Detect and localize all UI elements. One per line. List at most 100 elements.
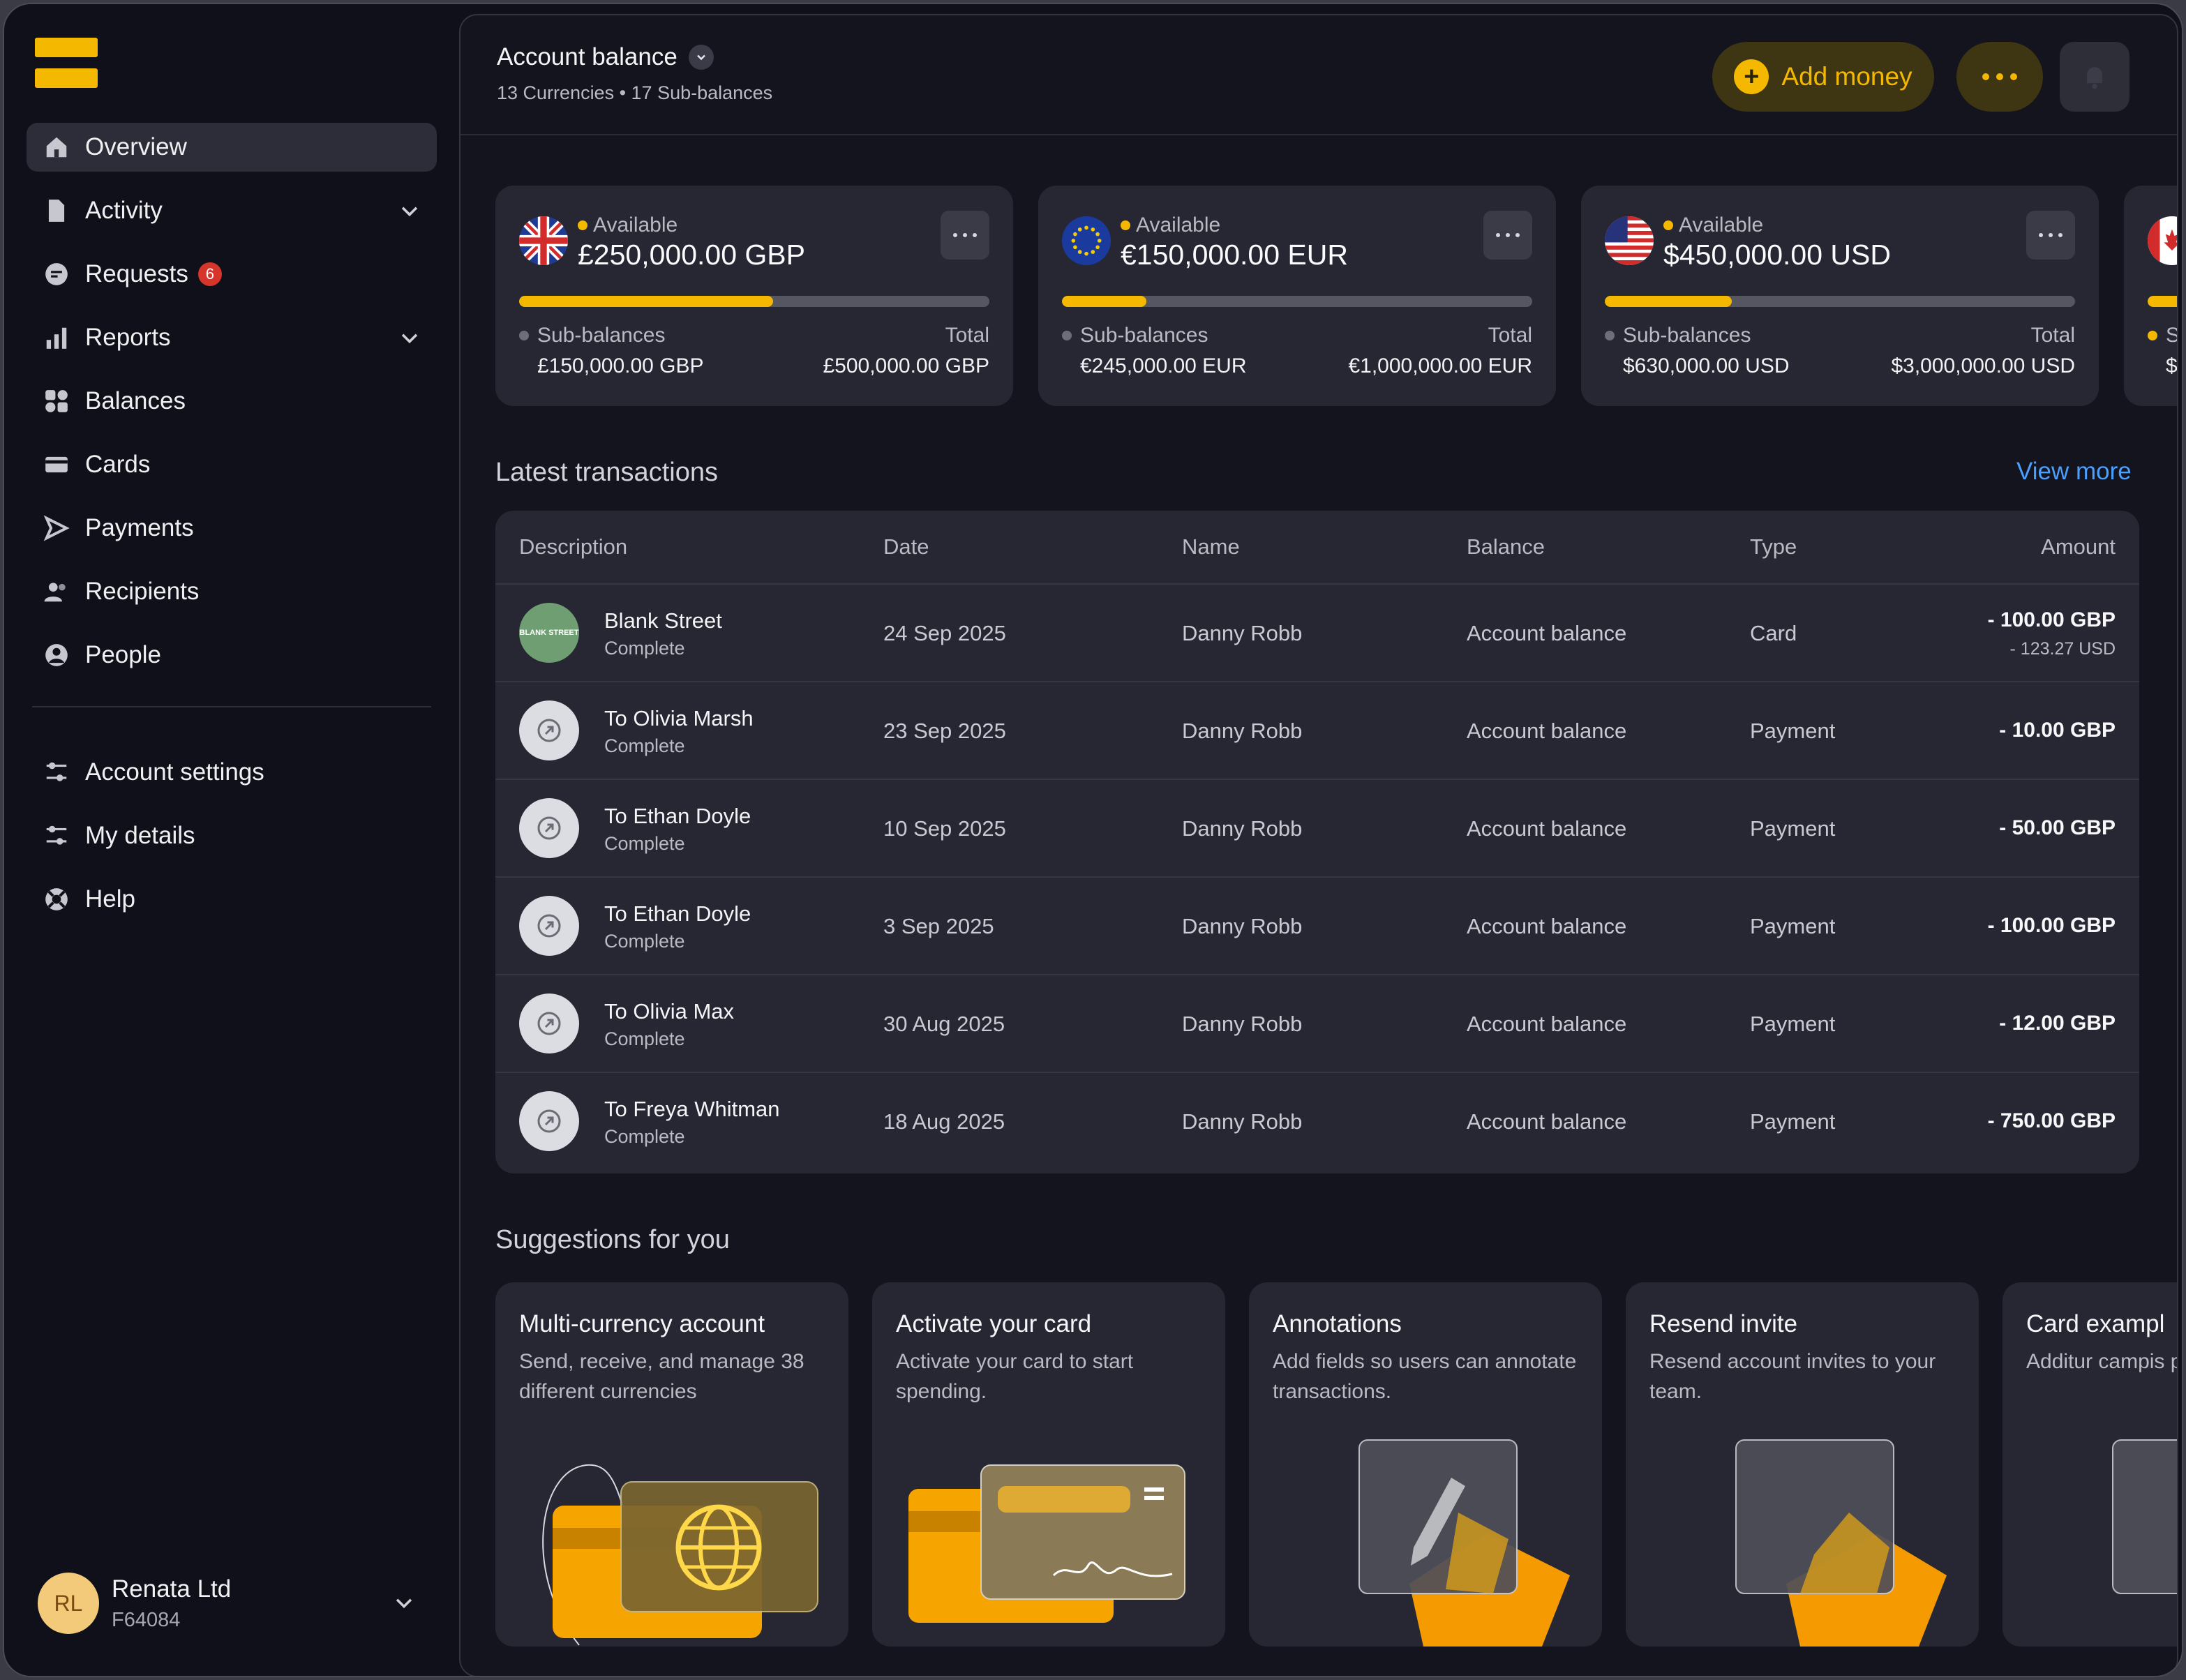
sidebar-item-balances[interactable]: Balances	[27, 377, 437, 426]
tx-type: Card	[1750, 621, 1797, 645]
sidebar-item-label: Recipients	[85, 578, 200, 605]
available-label: Available	[1663, 213, 1763, 237]
tx-date: 30 Aug 2025	[883, 1012, 1005, 1036]
table-row[interactable]: To Freya Whitman Complete 18 Aug 2025 Da…	[495, 1073, 2139, 1169]
payments-icon	[43, 515, 70, 541]
suggestion-card-activate[interactable]: Activate your card Activate your card to…	[872, 1282, 1225, 1647]
tx-amount: - 100.00 GBP	[1987, 608, 2116, 631]
suggestion-card-resend-invite[interactable]: Resend invite Resend account invites to …	[1626, 1282, 1979, 1647]
suggestion-description: Add fields so users can annotate transac…	[1273, 1350, 1577, 1403]
add-money-button[interactable]: + Add money	[1712, 42, 1934, 112]
total-value: £500,000.00 GBP	[823, 354, 989, 377]
account-switcher[interactable]: RL Renata Ltd F64084	[38, 1571, 428, 1635]
table-row[interactable]: BLANK STREET Blank Street Complete 24 Se…	[495, 585, 2139, 682]
chevron-down-icon[interactable]	[392, 1591, 416, 1614]
column-header[interactable]: Balance	[1467, 534, 1545, 559]
tx-balance: Account balance	[1467, 621, 1627, 645]
balance-card-gbp[interactable]: Available £250,000.00 GBP Sub-balances £…	[495, 186, 1013, 406]
available-label: Available	[578, 213, 677, 237]
sliders-icon	[43, 823, 70, 849]
sidebar-item-cards[interactable]: Cards	[27, 440, 437, 489]
reports-icon	[43, 324, 70, 351]
table-row[interactable]: To Olivia Marsh Complete 23 Sep 2025 Dan…	[495, 682, 2139, 780]
sidebar-item-people[interactable]: People	[27, 631, 437, 680]
tx-status: Complete	[604, 1028, 685, 1049]
balance-progress	[2148, 296, 2177, 307]
chevron-down-icon[interactable]	[398, 326, 421, 350]
page-subtitle: 13 Currencies • 17 Sub-balances	[497, 82, 773, 103]
ca-flag-icon	[2148, 216, 2177, 265]
table-row[interactable]: To Ethan Doyle Complete 3 Sep 2025 Danny…	[495, 878, 2139, 975]
app-window: Overview Activity Requests 6 R	[3, 3, 2183, 1677]
tx-balance: Account balance	[1467, 1012, 1627, 1036]
tx-date: 23 Sep 2025	[883, 719, 1006, 743]
balance-card-cad[interactable]: S S $	[2124, 186, 2177, 406]
tx-name: Danny Robb	[1182, 1109, 1303, 1134]
tx-status: Complete	[604, 638, 685, 659]
activity-icon	[43, 197, 70, 224]
balance-progress	[519, 296, 989, 307]
view-more-link[interactable]: View more	[2016, 458, 2132, 485]
sub-balances-value: $	[2166, 354, 2177, 377]
suggestion-card-multi-currency[interactable]: Multi-currency account Send, receive, an…	[495, 1282, 848, 1647]
brand-logo[interactable]	[35, 38, 98, 88]
main-panel: Account balance 13 Currencies • 17 Sub-b…	[459, 14, 2178, 1676]
tx-status: Complete	[604, 735, 685, 756]
tx-name: Danny Robb	[1182, 816, 1303, 841]
sidebar-item-recipients[interactable]: Recipients	[27, 567, 437, 616]
sidebar-item-label: My details	[85, 822, 195, 849]
suggestion-title: Multi-currency account	[519, 1310, 765, 1337]
sidebar-item-requests[interactable]: Requests 6	[27, 250, 437, 299]
tx-type: Payment	[1750, 719, 1836, 743]
tx-date: 3 Sep 2025	[883, 914, 994, 938]
tx-date: 10 Sep 2025	[883, 816, 1006, 841]
sidebar-item-account-settings[interactable]: Account settings	[27, 748, 437, 797]
tx-type: Payment	[1750, 914, 1836, 938]
sidebar-item-my-details[interactable]: My details	[27, 811, 437, 860]
suggestion-description: Resend account invites to your team.	[1649, 1350, 1936, 1403]
tx-balance: Account balance	[1467, 914, 1627, 938]
progress-fill	[1605, 296, 1732, 307]
card-menu-button[interactable]	[1483, 211, 1532, 260]
sidebar-item-reports[interactable]: Reports	[27, 313, 437, 362]
dot	[2010, 73, 2017, 80]
column-header[interactable]: Date	[883, 534, 929, 559]
chevron-down-icon[interactable]	[398, 199, 421, 223]
tx-amount: - 12.00 GBP	[1999, 1012, 2116, 1035]
tx-type: Payment	[1750, 816, 1836, 841]
table-row[interactable]: To Olivia Max Complete 30 Aug 2025 Danny…	[495, 975, 2139, 1073]
sub-balances-value: $630,000.00 USD	[1623, 354, 1790, 377]
sidebar-item-payments[interactable]: Payments	[27, 504, 437, 553]
balance-selector[interactable]: Account balance	[497, 43, 714, 71]
recipients-icon	[43, 578, 70, 605]
tx-balance: Account balance	[1467, 816, 1627, 841]
sidebar-item-overview[interactable]: Overview	[27, 123, 437, 172]
card-menu-button[interactable]	[2026, 211, 2075, 260]
suggestion-title: Card exampl	[2026, 1310, 2165, 1337]
balance-card-eur[interactable]: Available €150,000.00 EUR Sub-balances €…	[1038, 186, 1556, 406]
progress-fill	[2148, 296, 2177, 307]
sidebar-item-activity[interactable]: Activity	[27, 186, 437, 235]
notifications-button[interactable]	[2060, 42, 2129, 112]
sidebar-item-help[interactable]: Help	[27, 875, 437, 924]
table-row[interactable]: To Ethan Doyle Complete 10 Sep 2025 Dann…	[495, 780, 2139, 878]
column-header[interactable]: Amount	[2041, 534, 2116, 559]
tx-status: Complete	[604, 833, 685, 854]
card-menu-button[interactable]	[941, 211, 989, 260]
chevron-down-icon[interactable]	[688, 45, 714, 70]
suggestion-card-annotations[interactable]: Annotations Add fields so users can anno…	[1249, 1282, 1602, 1647]
transactions-title: Latest transactions	[495, 458, 718, 487]
sub-balances-label: S	[2148, 324, 2177, 347]
column-header[interactable]: Description	[519, 534, 628, 559]
tx-name: Danny Robb	[1182, 914, 1303, 938]
more-options-button[interactable]	[1956, 42, 2043, 112]
column-header[interactable]: Name	[1182, 534, 1240, 559]
balance-card-usd[interactable]: Available $450,000.00 USD Sub-balances $…	[1581, 186, 2099, 406]
suggestion-card-example[interactable]: Card exampl Additur campis possint annot…	[2002, 1282, 2177, 1647]
notification-badge: 6	[197, 262, 222, 286]
plus-icon: +	[1734, 59, 1769, 94]
dot	[1996, 73, 2003, 80]
total-label: Total	[945, 324, 989, 347]
column-header[interactable]: Type	[1750, 534, 1797, 559]
sidebar-item-label: Activity	[85, 197, 163, 224]
